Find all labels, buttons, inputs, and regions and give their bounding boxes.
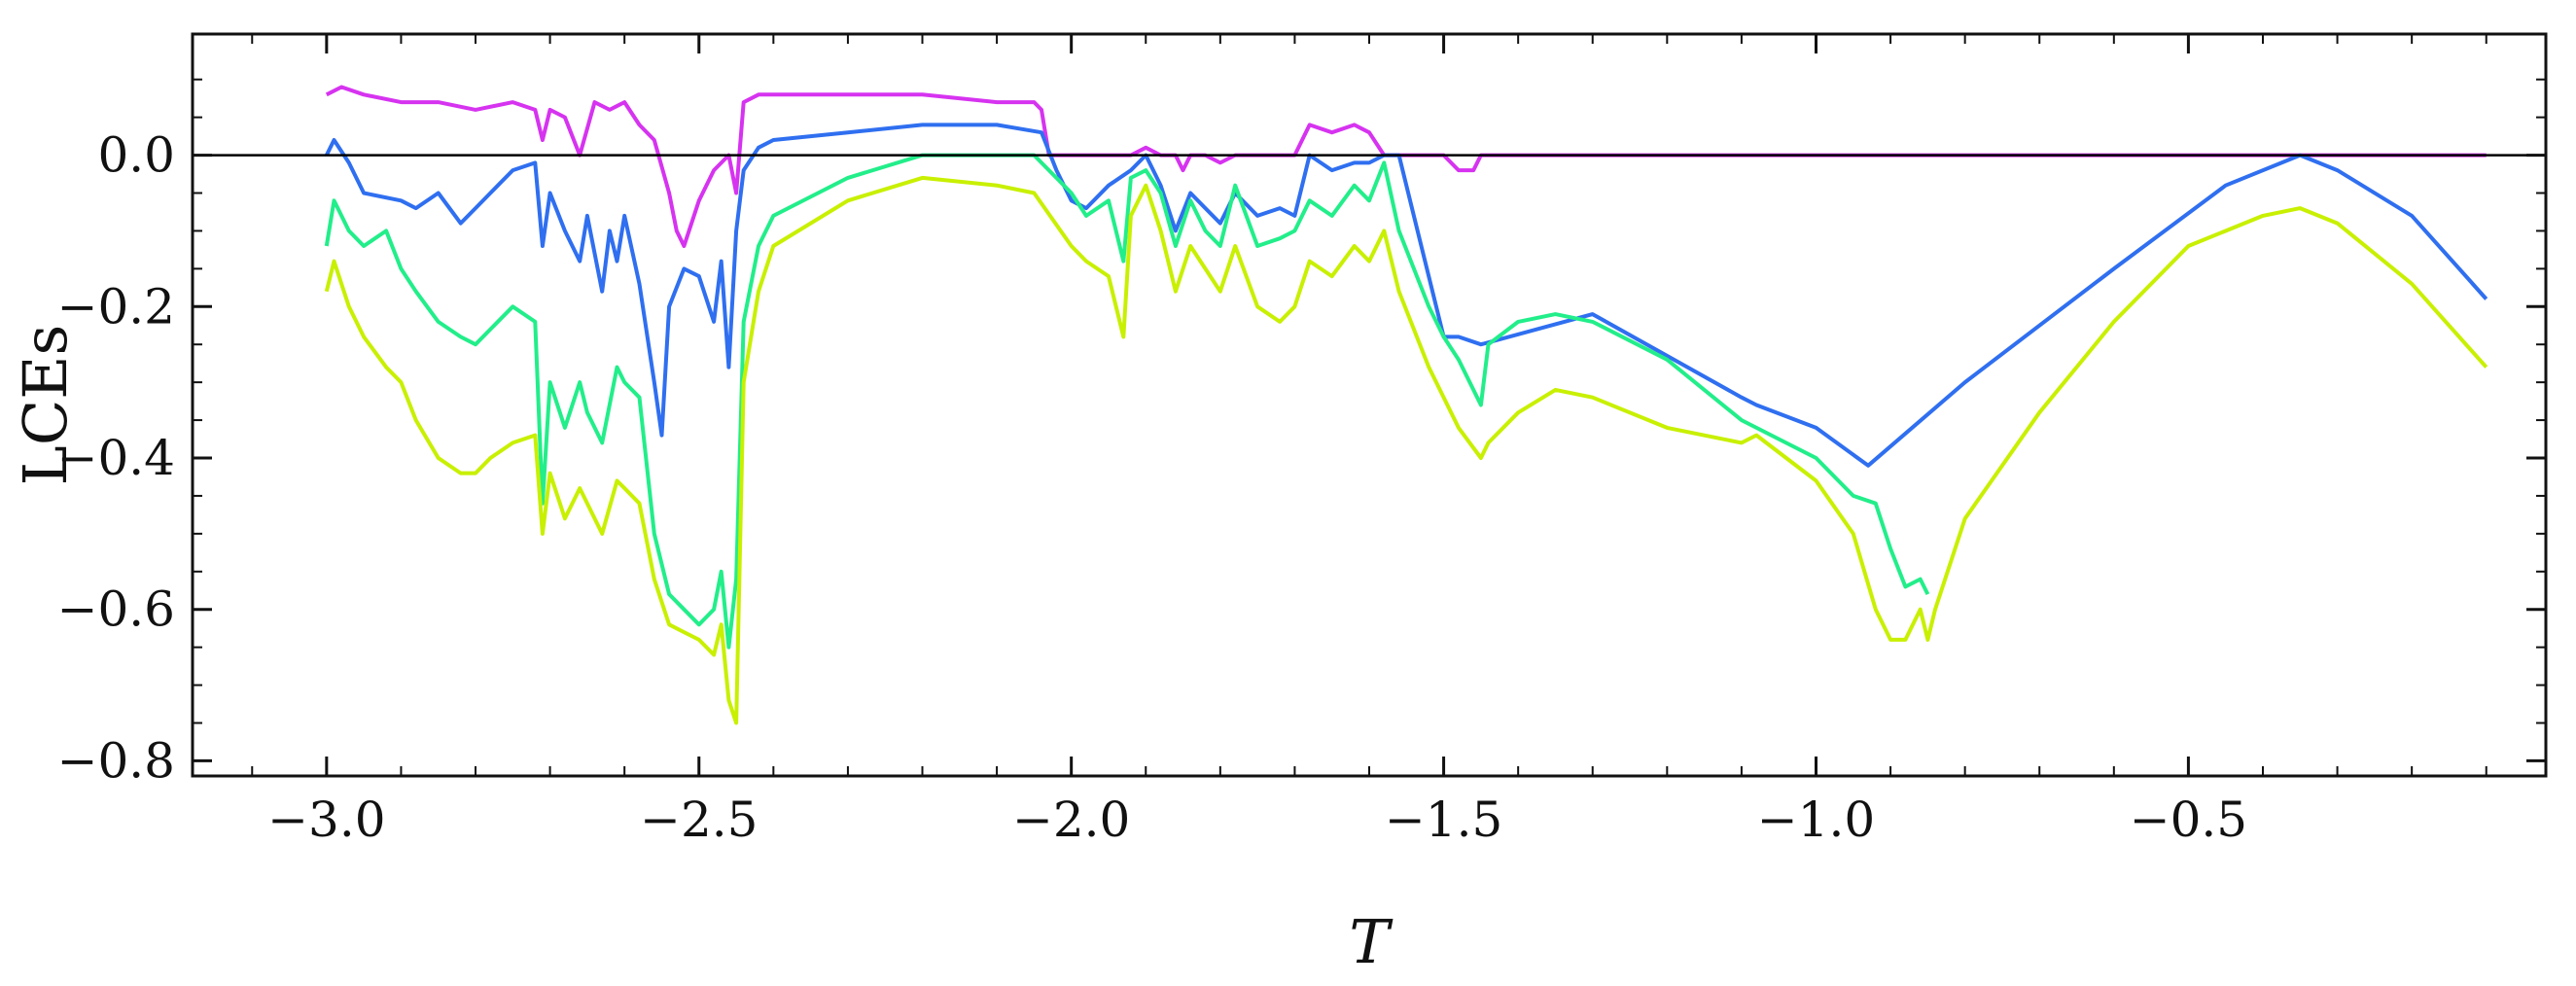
y-tick-label: 0.0 bbox=[97, 127, 175, 184]
x-axis-label: T bbox=[1349, 906, 1394, 977]
x-tick-label: −2.0 bbox=[1012, 792, 1130, 848]
series-line-green bbox=[324, 153, 1930, 650]
x-tick-label: −1.0 bbox=[1757, 792, 1875, 848]
y-tick-label: −0.2 bbox=[57, 278, 175, 335]
y-tick-label: −0.6 bbox=[57, 581, 175, 638]
y-axis-label: LCEs bbox=[10, 325, 81, 486]
y-tick-label: −0.8 bbox=[57, 732, 175, 789]
y-tick-label: −0.4 bbox=[57, 430, 175, 486]
series-line-blue bbox=[325, 123, 2488, 468]
x-tick-label: −1.5 bbox=[1385, 792, 1502, 848]
series-line-magenta bbox=[325, 85, 2487, 248]
x-tick-label: −3.0 bbox=[267, 792, 385, 848]
series-line-yellow bbox=[324, 175, 2488, 725]
x-tick-label: −0.5 bbox=[2130, 792, 2247, 848]
ticks-layer: −3.0 −2.5 −2.0 −1.5 −1.0 −0.5 −0.8 −0.6 −0.4 −0.2… bbox=[57, 34, 2546, 848]
series-layer bbox=[324, 85, 2488, 725]
x-tick-label: −2.5 bbox=[640, 792, 758, 848]
